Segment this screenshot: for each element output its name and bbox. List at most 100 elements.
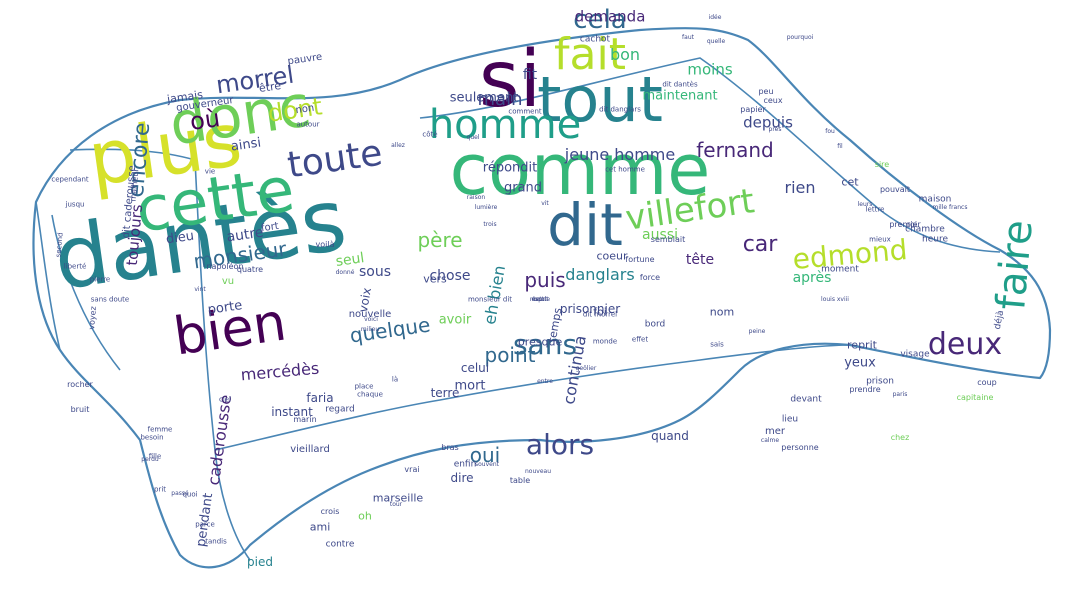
word: donné — [335, 269, 355, 276]
word: allez — [391, 142, 405, 149]
word: mort — [454, 378, 486, 394]
word: napoléon — [206, 262, 244, 271]
word: idée — [708, 14, 722, 21]
word: vint — [194, 286, 206, 293]
word: chose — [429, 268, 471, 284]
word: vit — [541, 200, 549, 207]
word: lieu — [781, 414, 799, 425]
word: marin — [293, 415, 317, 424]
word: comment — [508, 107, 542, 116]
word: alors — [525, 428, 595, 461]
word: passé — [171, 490, 189, 497]
word: sans doute — [90, 295, 130, 304]
word: souvent — [475, 461, 499, 468]
word: sais — [710, 340, 724, 349]
word: homme — [428, 102, 582, 148]
word: dit morrel — [582, 310, 618, 319]
word: oh — [358, 509, 372, 523]
word: coeur — [596, 249, 628, 263]
word: pied — [247, 555, 273, 569]
word: place — [354, 382, 374, 391]
word: cachot — [579, 34, 611, 45]
word: être — [258, 79, 282, 95]
word: premier — [889, 220, 921, 229]
word: table — [509, 476, 531, 485]
word: bord — [644, 319, 666, 330]
word: rocher — [67, 380, 93, 389]
word: rien — [784, 178, 816, 197]
word: roi — [906, 220, 918, 229]
word: père — [417, 228, 463, 252]
word: effet — [631, 335, 649, 344]
word: danglars — [565, 265, 635, 284]
word: faire — [988, 218, 1042, 312]
word: fernand — [696, 138, 774, 162]
word: ciel — [218, 395, 232, 404]
word: paris — [892, 391, 908, 398]
word: cela — [573, 5, 627, 35]
word: ami — [309, 520, 331, 534]
word: voici — [364, 316, 378, 323]
word: trois — [483, 221, 497, 228]
book-spine-line — [35, 201, 121, 371]
word: mieux — [869, 235, 891, 244]
word: dieu — [165, 228, 195, 248]
word: tout — [537, 63, 663, 136]
word: répondit — [482, 160, 538, 176]
word: faria — [306, 391, 334, 405]
word: devant — [790, 394, 822, 405]
word: jeune homme — [564, 145, 676, 164]
word: pouvait — [879, 185, 911, 194]
word: chez — [890, 433, 910, 442]
word: sire — [874, 160, 890, 169]
word: mettre — [529, 296, 551, 303]
word: pourquoi — [786, 34, 814, 41]
word: peine — [748, 328, 766, 335]
word: louis xviii — [821, 296, 849, 303]
word: leurs — [857, 201, 873, 208]
word: bras — [441, 443, 459, 452]
word: cet homme — [605, 165, 645, 174]
word: oui — [469, 443, 501, 467]
word: faut — [682, 34, 694, 41]
book-outline-path — [32, 27, 1052, 569]
word: lumière — [474, 204, 498, 211]
word: dire — [450, 471, 474, 485]
word: quatre — [236, 265, 264, 274]
word: fou — [825, 128, 835, 135]
word: nom — [709, 305, 735, 319]
word: parce — [195, 520, 215, 529]
word: bruit — [70, 405, 90, 414]
word: fortune — [625, 255, 655, 264]
word: car — [742, 232, 778, 257]
word: dit danglars — [599, 105, 641, 114]
word: peu — [758, 87, 774, 96]
word: seulement — [449, 90, 519, 106]
word: là — [391, 375, 399, 384]
word: fil — [837, 143, 843, 150]
word: après — [792, 270, 832, 286]
word: coup — [977, 378, 997, 387]
word: instant — [271, 405, 313, 419]
word: dit dantès — [662, 80, 698, 89]
word: crois — [320, 507, 340, 516]
word: heure — [922, 234, 948, 245]
word: contre — [325, 539, 355, 550]
word: monsieur dit — [467, 295, 513, 304]
word: comme — [449, 129, 711, 211]
word: tête — [685, 252, 715, 268]
word: reprit — [847, 338, 877, 352]
word: cet — [841, 175, 859, 189]
word: vrai — [404, 465, 420, 474]
book-page-edge-lower — [214, 344, 851, 451]
word: puis — [524, 268, 566, 292]
word: yeux — [844, 355, 876, 371]
word: quoi — [182, 490, 198, 499]
word: force — [639, 273, 661, 282]
word: vers — [423, 272, 447, 286]
word: enfin — [453, 459, 477, 470]
word: mer — [764, 426, 786, 437]
word: liberté — [63, 262, 87, 271]
word: monde — [592, 337, 618, 346]
